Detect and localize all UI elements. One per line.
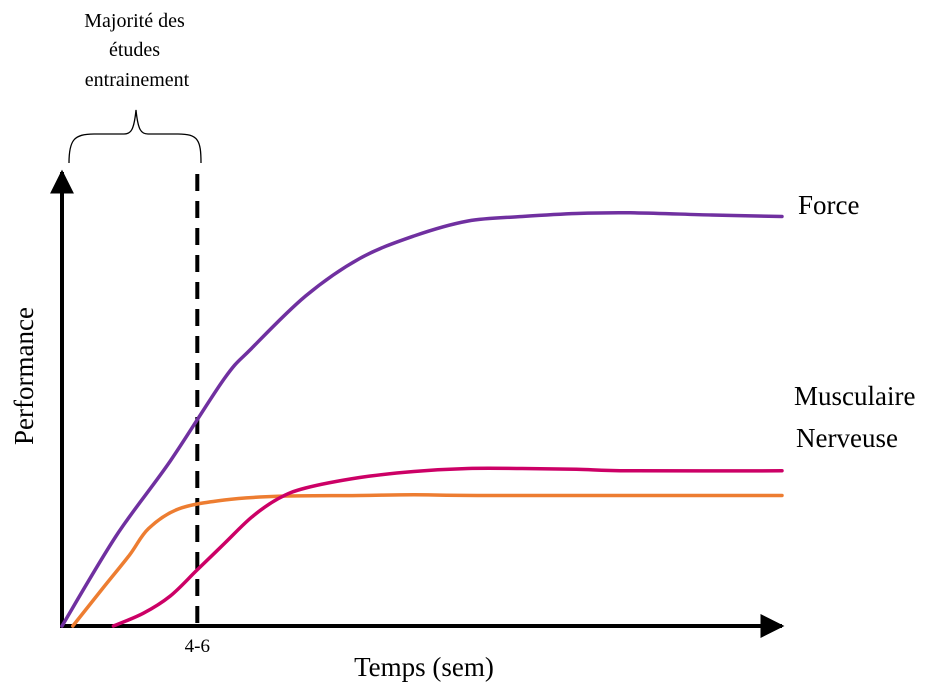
series-label-force: Force (798, 190, 859, 220)
x-tick-label-4-6: 4-6 (185, 636, 210, 657)
force-curve (60, 210, 784, 628)
y-axis-title: Performance (9, 307, 39, 445)
x-axis-title: Temps (sem) (354, 652, 494, 682)
annotation-line-3: entrainement (85, 69, 190, 91)
series-label-musculaire: Musculaire (794, 381, 915, 411)
annotation-line-2: études (109, 39, 160, 61)
nerveuse-curve (71, 493, 784, 628)
musculaire-curve (111, 466, 784, 628)
study-brace (68, 109, 202, 164)
annotation-line-1: Majorité des (84, 10, 185, 32)
series-label-nerveuse: Nerveuse (796, 423, 898, 453)
annotation-text: Majorité des études entrainement (84, 10, 190, 91)
